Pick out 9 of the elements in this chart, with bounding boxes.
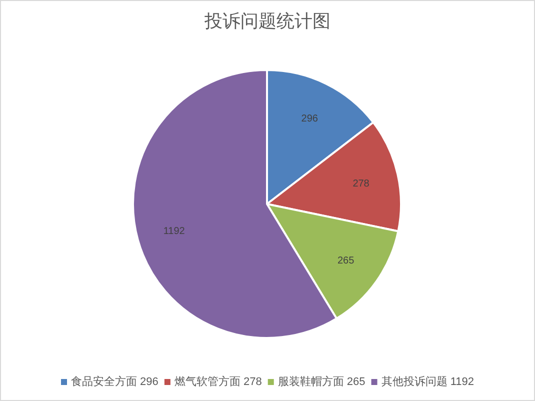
legend-label: 食品安全方面 296 xyxy=(71,375,158,388)
legend-label: 燃气软管方面 278 xyxy=(174,375,262,388)
data-label: 278 xyxy=(352,178,370,190)
data-label: 296 xyxy=(301,113,318,124)
legend-label: 服装鞋帽方面 265 xyxy=(278,375,366,388)
chart-title: 投诉问题统计图 xyxy=(204,11,330,31)
legend-label: 其他投诉问题 1192 xyxy=(381,375,474,388)
data-label: 1192 xyxy=(163,226,186,238)
data-label: 265 xyxy=(337,256,355,267)
